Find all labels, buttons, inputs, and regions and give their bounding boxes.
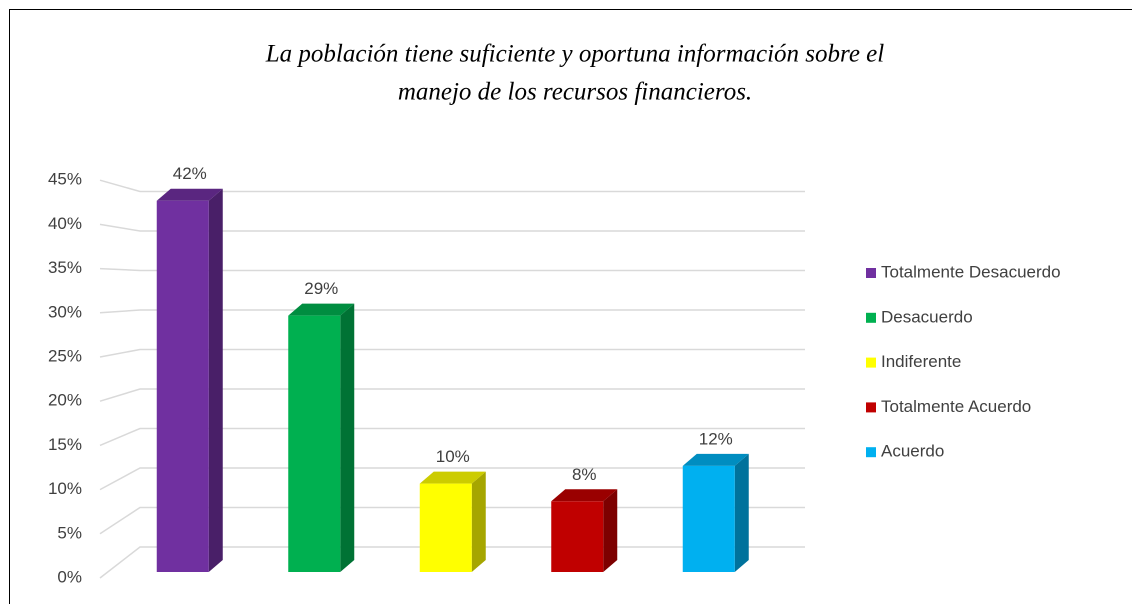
bar-side xyxy=(603,489,617,572)
bar xyxy=(683,466,735,572)
bar-side xyxy=(209,189,223,572)
legend-swatch xyxy=(866,268,876,278)
legend-label: Acuerdo xyxy=(881,442,944,461)
chart-title: La población tiene suficiente y oportuna… xyxy=(265,41,884,68)
y-tick-label: 25% xyxy=(48,346,82,365)
bar xyxy=(551,501,603,572)
bar xyxy=(157,201,209,572)
legend-label: Totalmente Desacuerdo xyxy=(881,262,1061,281)
y-tick-label: 40% xyxy=(48,214,82,233)
bar xyxy=(420,484,472,572)
y-tick-label: 20% xyxy=(48,391,82,410)
bar xyxy=(288,316,340,572)
y-tick-label: 35% xyxy=(48,258,82,277)
y-tick-label: 10% xyxy=(48,479,82,498)
value-label: 8% xyxy=(572,465,597,484)
value-label: 10% xyxy=(436,447,470,466)
chart-title: manejo de los recursos financieros. xyxy=(398,79,752,106)
bar-side xyxy=(472,472,486,572)
value-label: 42% xyxy=(173,164,207,183)
legend-swatch xyxy=(866,447,876,457)
legend-swatch xyxy=(866,358,876,368)
y-tick-label: 0% xyxy=(57,567,82,586)
y-tick-label: 30% xyxy=(48,302,82,321)
value-label: 12% xyxy=(699,429,733,448)
legend-label: Indiferente xyxy=(881,352,961,371)
bar-side xyxy=(735,454,749,572)
y-tick-label: 45% xyxy=(48,170,82,189)
legend-swatch xyxy=(866,313,876,323)
bar-side xyxy=(340,304,354,572)
legend-swatch xyxy=(866,402,876,412)
legend-label: Desacuerdo xyxy=(881,307,973,326)
value-label: 29% xyxy=(304,279,338,298)
y-tick-label: 15% xyxy=(48,435,82,454)
legend-label: Totalmente Acuerdo xyxy=(881,397,1031,416)
y-tick-label: 5% xyxy=(57,523,82,542)
